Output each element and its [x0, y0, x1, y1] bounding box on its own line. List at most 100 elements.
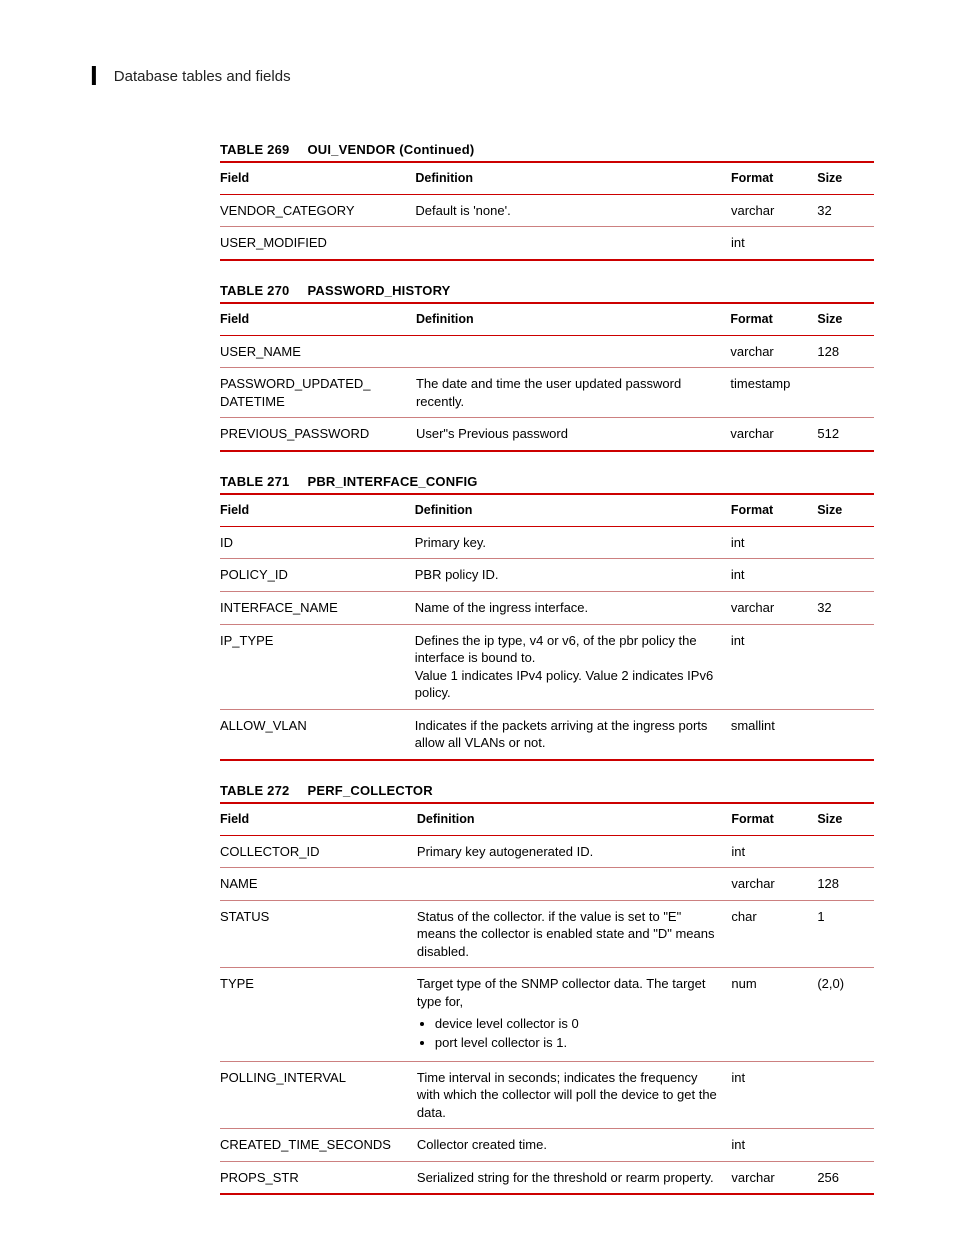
page: I Database tables and fields TABLE 269 OU…	[0, 0, 954, 1255]
table-caption: TABLE 269 OUI_VENDOR (Continued)	[220, 142, 874, 157]
cell-size	[817, 835, 874, 868]
cell-field: PROPS_STR	[220, 1161, 417, 1194]
bullet-item: port level collector is 1.	[435, 1034, 724, 1052]
cell-field: POLICY_ID	[220, 559, 415, 592]
cell-definition: Target type of the SNMP collector data. …	[417, 968, 732, 1061]
cell-definition: Primary key autogenerated ID.	[417, 835, 732, 868]
cell-definition: User"s Previous password	[416, 418, 730, 451]
cell-definition: The date and time the user updated passw…	[416, 368, 730, 418]
col-header-definition: Definition	[416, 303, 730, 335]
page-header: I Database tables and fields	[90, 60, 874, 92]
cell-definition: Name of the ingress interface.	[415, 592, 731, 625]
cell-format: smallint	[731, 709, 817, 760]
col-header-size: Size	[817, 494, 874, 526]
table-number: TABLE 270	[220, 283, 289, 298]
cell-format: int	[731, 1061, 817, 1129]
cell-size	[817, 624, 874, 709]
col-header-format: Format	[731, 494, 817, 526]
cell-field: STATUS	[220, 900, 417, 968]
cell-size: 32	[817, 592, 874, 625]
cell-field: PASSWORD_UPDATED_DATETIME	[220, 368, 416, 418]
table-header-row: FieldDefinitionFormatSize	[220, 803, 874, 835]
cell-definition	[416, 335, 730, 368]
definition-pre: Target type of the SNMP collector data. …	[417, 975, 724, 1010]
cell-field: TYPE	[220, 968, 417, 1061]
cell-size: 512	[817, 418, 874, 451]
cell-field: VENDOR_CATEGORY	[220, 194, 415, 227]
cell-field: ID	[220, 526, 415, 559]
cell-field: NAME	[220, 868, 417, 901]
cell-format: int	[731, 835, 817, 868]
bullet-item: device level collector is 0	[435, 1015, 724, 1033]
cell-field: POLLING_INTERVAL	[220, 1061, 417, 1129]
cell-definition: Collector created time.	[417, 1129, 732, 1162]
cell-format: varchar	[731, 1161, 817, 1194]
content-area: TABLE 269OUI_VENDOR (Continued)FieldDefi…	[220, 142, 874, 1195]
cell-size	[817, 709, 874, 760]
table-number: TABLE 272	[220, 783, 289, 798]
table-caption: TABLE 271PBR_INTERFACE_CONFIG	[220, 474, 874, 489]
table-caption: TABLE 272PERF_COLLECTOR	[220, 783, 874, 798]
cell-format: int	[731, 1129, 817, 1162]
page-title: Database tables and fields	[114, 68, 291, 85]
bullet-list: device level collector is 0port level co…	[435, 1015, 724, 1052]
cell-format: int	[731, 624, 817, 709]
cell-size	[817, 1061, 874, 1129]
cell-size	[817, 526, 874, 559]
cell-size	[817, 227, 874, 260]
table-row: POLICY_IDPBR policy ID.int	[220, 559, 874, 592]
cell-size: 256	[817, 1161, 874, 1194]
cell-size: 128	[817, 335, 874, 368]
appendix-letter: I	[90, 60, 98, 92]
cell-definition	[415, 227, 731, 260]
cell-field: COLLECTOR_ID	[220, 835, 417, 868]
table-row: IP_TYPEDefines the ip type, v4 or v6, of…	[220, 624, 874, 709]
col-header-size: Size	[817, 303, 874, 335]
cell-field: USER_MODIFIED	[220, 227, 415, 260]
table-row: STATUSStatus of the collector. if the va…	[220, 900, 874, 968]
table-row: COLLECTOR_IDPrimary key autogenerated ID…	[220, 835, 874, 868]
cell-field: IP_TYPE	[220, 624, 415, 709]
cell-format: varchar	[731, 868, 817, 901]
cell-field: INTERFACE_NAME	[220, 592, 415, 625]
cell-definition: Indicates if the packets arriving at the…	[415, 709, 731, 760]
col-header-format: Format	[731, 162, 817, 194]
table-row: NAME varchar128	[220, 868, 874, 901]
cell-format: timestamp	[730, 368, 817, 418]
cell-size: 128	[817, 868, 874, 901]
table-name: PBR_INTERFACE_CONFIG	[307, 474, 477, 489]
table-row: IDPrimary key.int	[220, 526, 874, 559]
cell-field: ALLOW_VLAN	[220, 709, 415, 760]
table-row: PREVIOUS_PASSWORDUser"s Previous passwor…	[220, 418, 874, 451]
cell-format: int	[731, 227, 817, 260]
cell-format: char	[731, 900, 817, 968]
col-header-field: Field	[220, 303, 416, 335]
cell-size	[817, 1129, 874, 1162]
table-row: ALLOW_VLANIndicates if the packets arriv…	[220, 709, 874, 760]
cell-definition: Time interval in seconds; indicates the …	[417, 1061, 732, 1129]
cell-definition: Defines the ip type, v4 or v6, of the pb…	[415, 624, 731, 709]
table-name: OUI_VENDOR (Continued)	[307, 142, 474, 157]
table-number: TABLE 269	[220, 142, 289, 157]
data-table: FieldDefinitionFormatSizeCOLLECTOR_IDPri…	[220, 802, 874, 1196]
table-row: PROPS_STRSerialized string for the thres…	[220, 1161, 874, 1194]
cell-definition: PBR policy ID.	[415, 559, 731, 592]
data-table: FieldDefinitionFormatSizeVENDOR_CATEGORY…	[220, 161, 874, 261]
cell-definition: Status of the collector. if the value is…	[417, 900, 732, 968]
table-name: PASSWORD_HISTORY	[307, 283, 450, 298]
col-header-format: Format	[730, 303, 817, 335]
cell-definition	[417, 868, 732, 901]
table-header-row: FieldDefinitionFormatSize	[220, 162, 874, 194]
cell-format: varchar	[731, 194, 817, 227]
table-row: CREATED_TIME_SECONDSCollector created ti…	[220, 1129, 874, 1162]
cell-format: varchar	[730, 418, 817, 451]
cell-size	[817, 559, 874, 592]
col-header-definition: Definition	[415, 162, 731, 194]
cell-field: USER_NAME	[220, 335, 416, 368]
cell-format: num	[731, 968, 817, 1061]
cell-definition: Default is 'none'.	[415, 194, 731, 227]
table-row: VENDOR_CATEGORYDefault is 'none'.varchar…	[220, 194, 874, 227]
table-row: PASSWORD_UPDATED_DATETIMEThe date and ti…	[220, 368, 874, 418]
cell-size: (2,0)	[817, 968, 874, 1061]
cell-size: 1	[817, 900, 874, 968]
